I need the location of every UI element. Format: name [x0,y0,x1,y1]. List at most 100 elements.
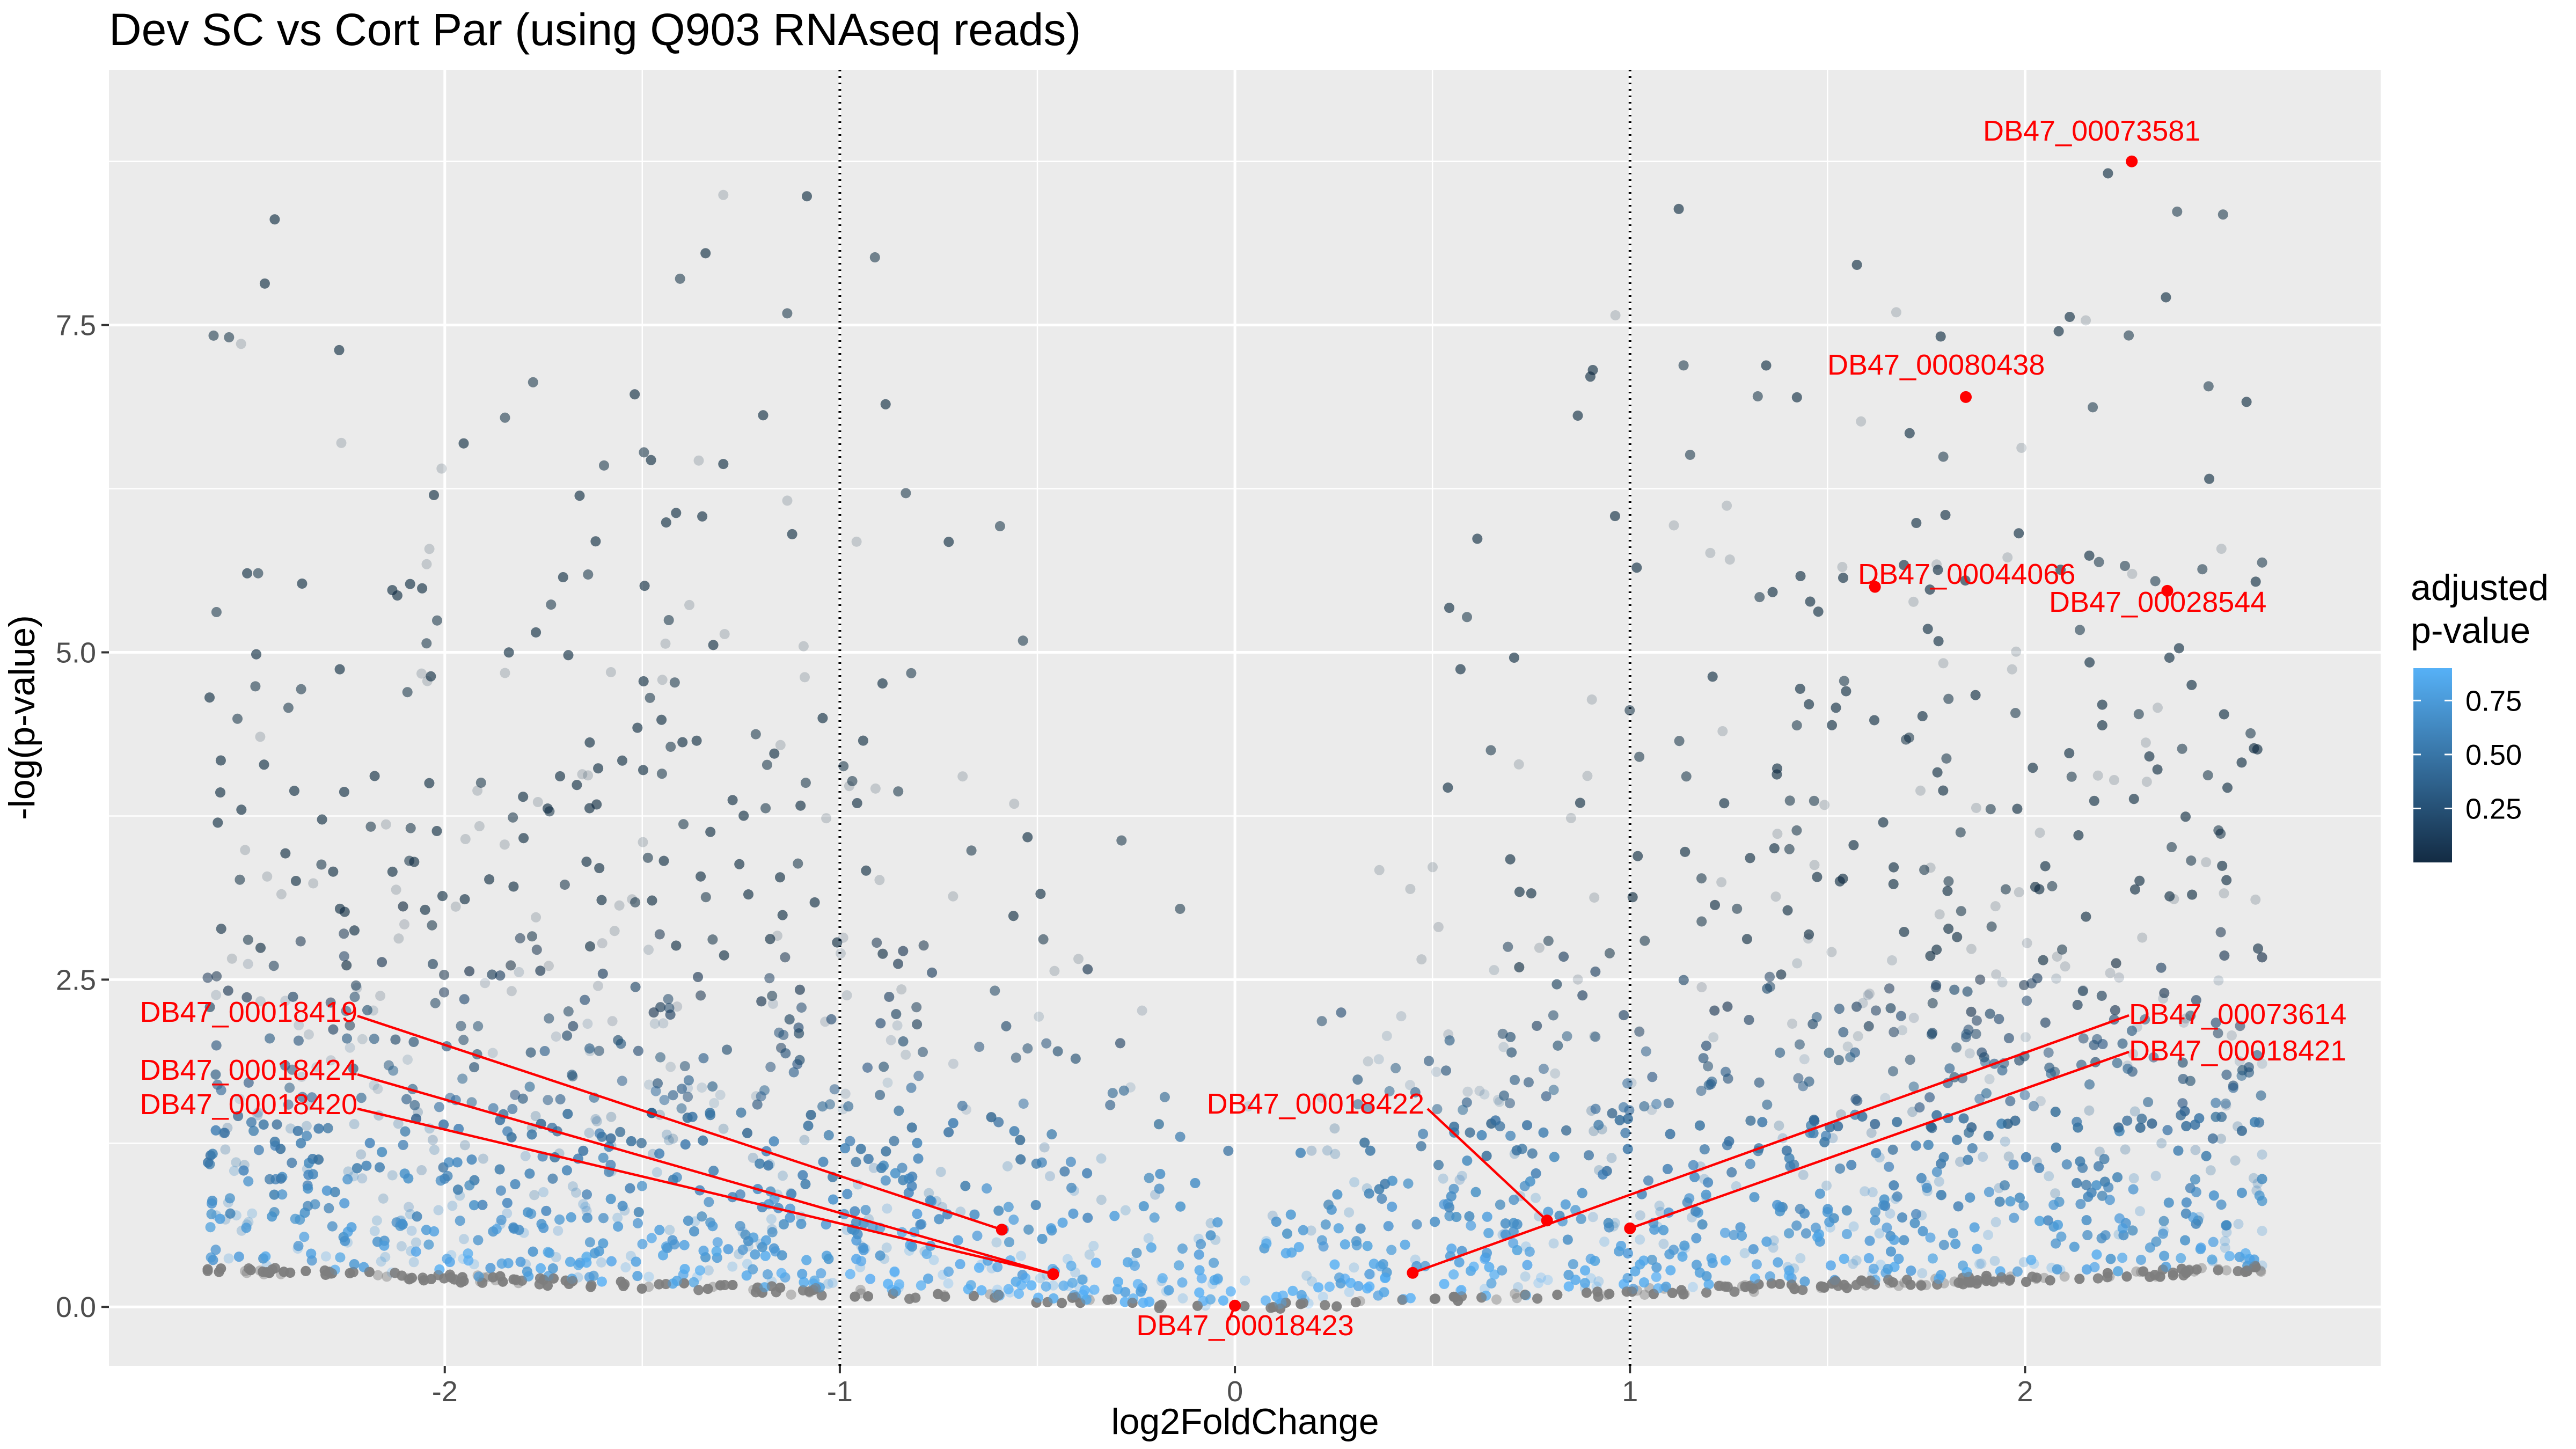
gene-point [1364,1188,1374,1199]
gene-point [2185,1075,2196,1086]
gene-point [1949,1276,1960,1287]
gene-point [1746,1281,1757,1292]
gene-point [458,1234,469,1245]
gene-point [1474,1086,1485,1096]
gene-point [2081,1215,2092,1226]
gene-point [2227,1030,2237,1041]
gene-point [1931,980,1942,990]
gene-point [811,1282,822,1292]
gene-point [456,1277,466,1288]
gene-point [581,1253,591,1263]
gene-point [2123,1064,2133,1074]
gene-point [524,1081,535,1092]
gene-point [1073,954,1084,964]
gene-point [1451,1212,1462,1223]
gene-point [697,1082,707,1093]
gene-point [1510,1289,1520,1299]
gene-point [1956,1278,1967,1289]
gene-point [1627,1286,1637,1297]
gene-point [1074,1282,1085,1292]
gene-point [660,638,671,649]
gene-point [1509,1218,1519,1228]
gene-point [1887,955,1897,965]
gene-point [718,189,729,200]
gene-point [1364,1281,1375,1292]
gene-point [2150,1170,2161,1181]
gene-point [570,1187,581,1198]
gene-point [851,1254,862,1264]
gene-point [2122,1060,2133,1071]
gene-point [1410,1254,1421,1265]
gene-point [1563,1270,1574,1280]
gene-point [396,1215,407,1226]
gene-point [948,891,958,902]
gene-point [919,1246,930,1257]
gene-point [419,1275,429,1286]
gene-point [1795,684,1805,694]
gene-point [827,1278,838,1288]
gene-point [957,771,968,782]
gene-point [1431,1066,1441,1077]
gene-point [562,1109,573,1119]
gene-point [1511,1145,1522,1156]
gene-point [2140,737,2151,748]
gene-point [636,1283,647,1294]
gene-point [211,990,222,1000]
gene-point [808,1285,819,1296]
gene-point [508,1222,519,1233]
gene-point [931,1196,942,1206]
gene-point [1701,1271,1712,1282]
gene-point [1610,310,1621,320]
gene-point [377,957,387,968]
gene-point [1602,1290,1613,1300]
gene-point [1812,1232,1823,1242]
gene-point [220,1214,231,1225]
gene-point [306,1248,317,1259]
gene-point [1926,1029,1937,1040]
gene-point [2021,1032,2031,1043]
gene-point [799,1277,809,1287]
gene-point [2064,748,2075,758]
gene-point [2220,1242,2230,1253]
gene-point [698,1053,709,1064]
gene-point [1740,1280,1751,1291]
gene-point [2000,1136,2010,1147]
gene-point [1622,1144,1633,1154]
gene-point [752,1099,763,1110]
gene-point [1934,1274,1944,1284]
gene-point [1661,1282,1671,1292]
gene-point [657,675,668,685]
gene-point [541,1205,552,1216]
gene-point [693,455,704,466]
gene-point [339,906,350,917]
gene-point [1997,977,2008,987]
gene-point [1936,1158,1946,1169]
gene-point [591,1116,602,1126]
gene-point [2118,1230,2129,1241]
gene-point [339,787,349,797]
gene-point [494,1164,505,1175]
gene-point [2221,1227,2232,1238]
gene-point [239,1160,250,1170]
gene-point [1536,1272,1546,1283]
gene-point [1306,1145,1317,1156]
gene-point [1113,1284,1123,1294]
gene-point [352,1163,362,1174]
gene-point [1580,1265,1591,1276]
gene-point [2161,292,2171,303]
gene-point [231,1157,241,1168]
gene-point [1908,1013,1919,1023]
gene-point [1082,1288,1093,1299]
gene-point [1497,1230,1508,1240]
gene-point [303,1029,314,1040]
gene-point [1680,846,1690,857]
gene-point [2169,894,2179,904]
gene-point [582,1212,592,1223]
gene-point [1915,1279,1926,1290]
chart-title: Dev SC vs Cort Par (using Q903 RNAseq re… [109,4,1081,55]
gene-point [508,881,519,892]
gene-point [1825,1222,1835,1233]
gene-point [1068,1209,1079,1219]
gene-point [1355,1296,1365,1306]
gene-point [1911,518,1922,528]
